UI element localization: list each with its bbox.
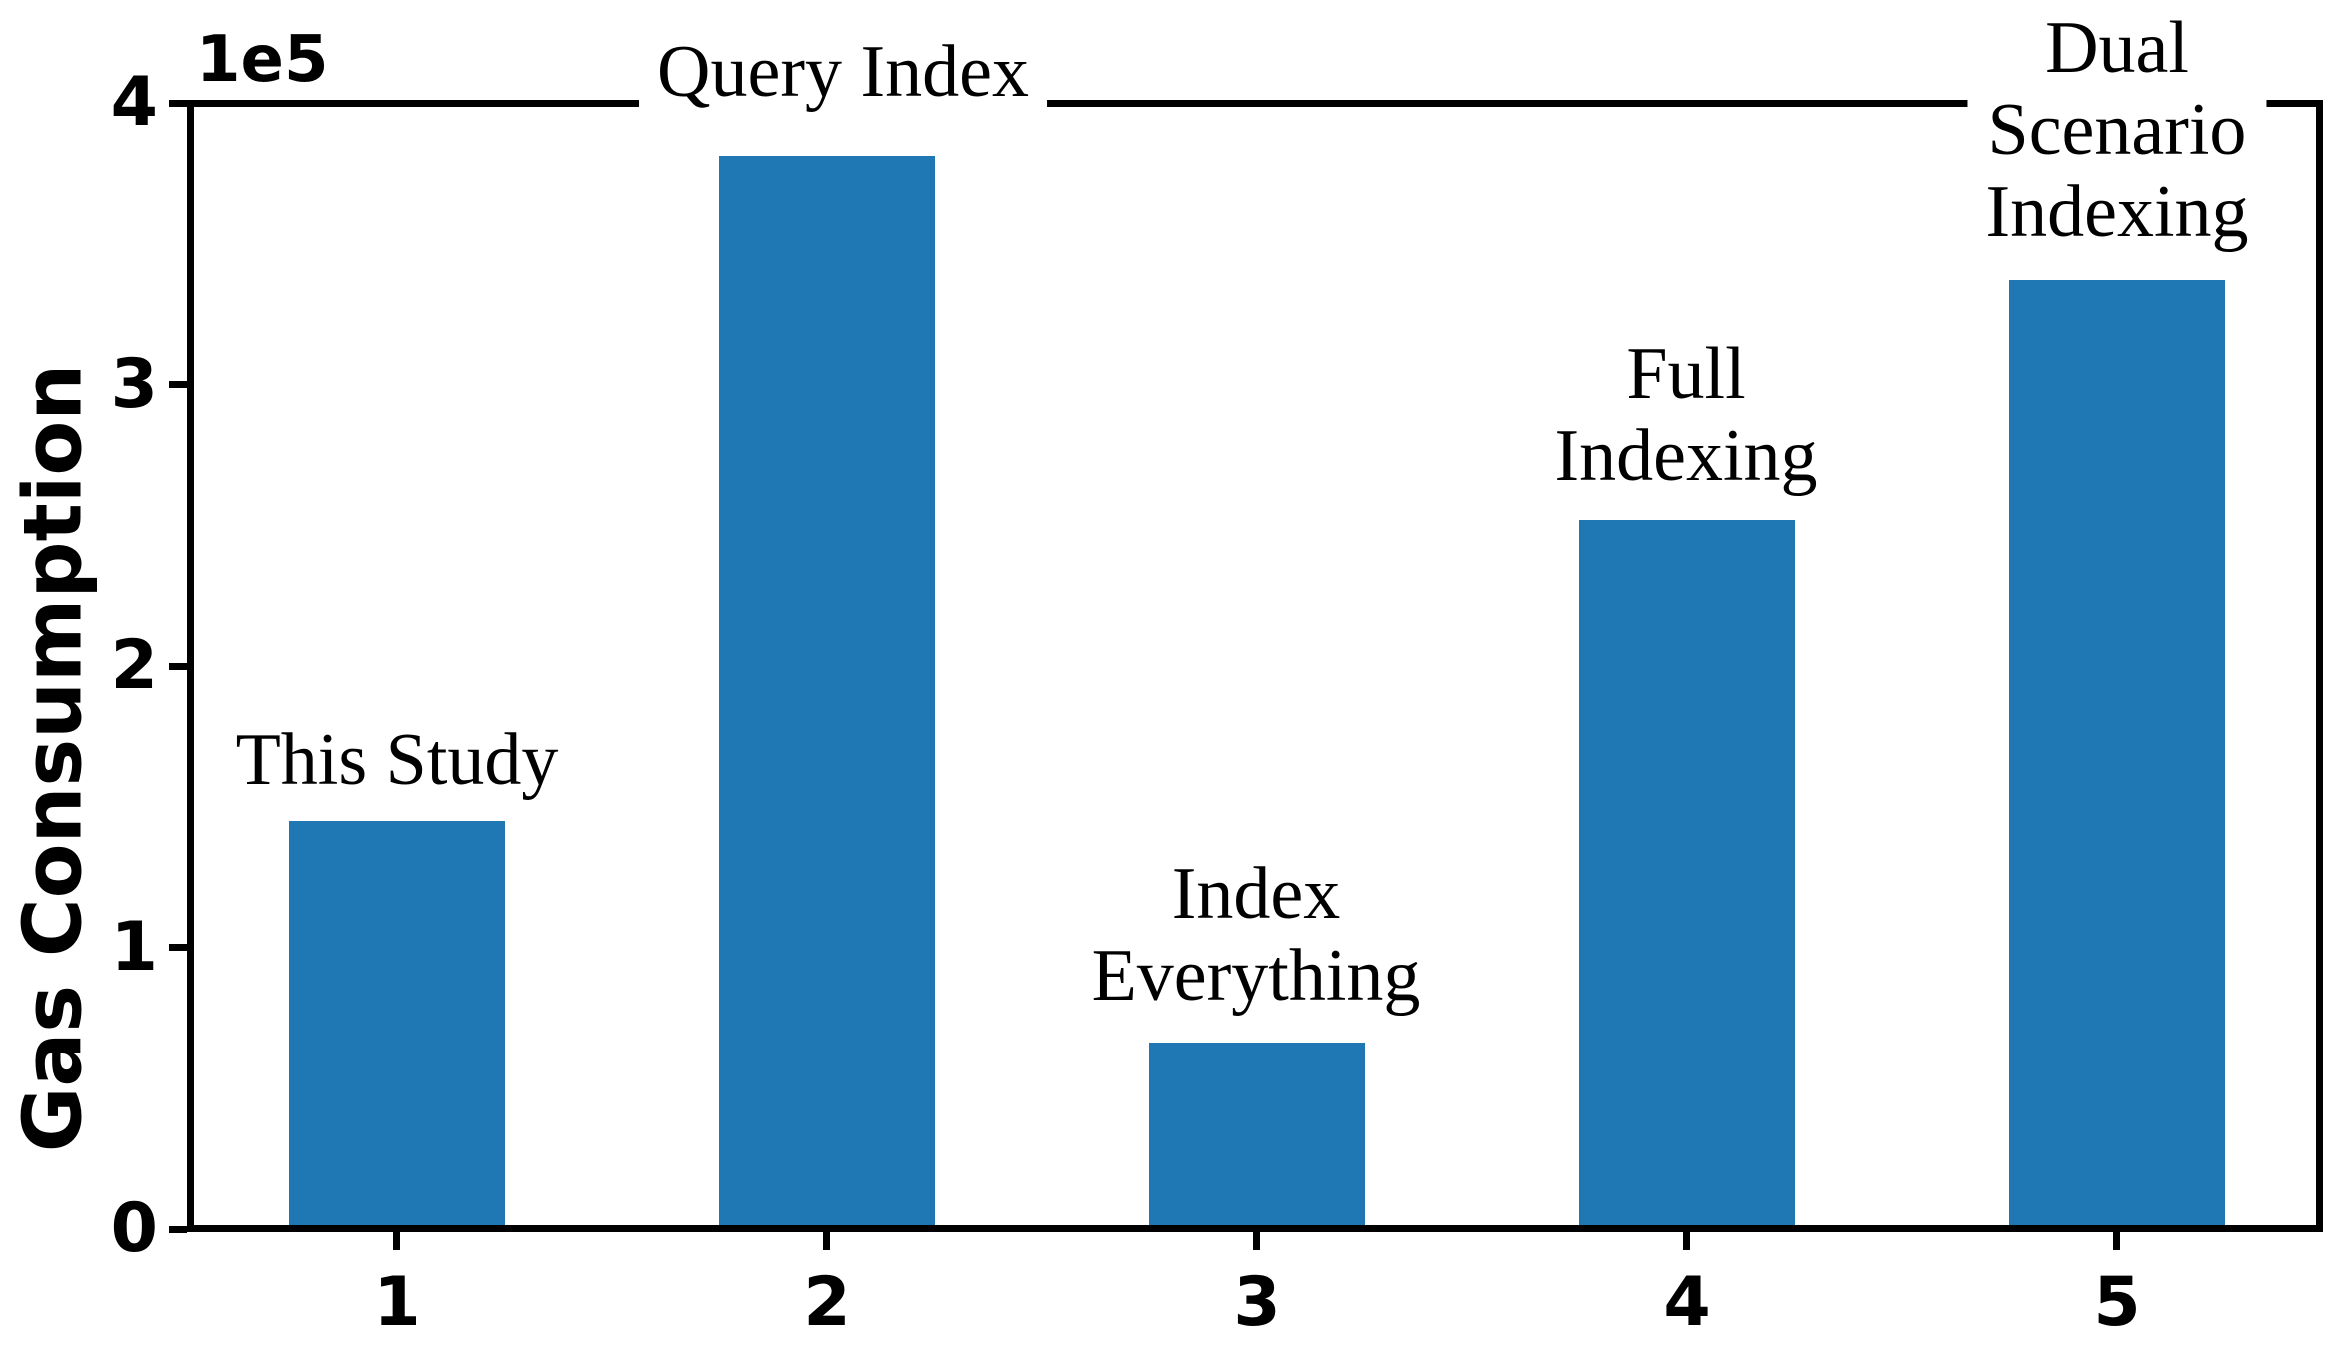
bar-full-indexing <box>1579 519 1795 1229</box>
y-tick-mark <box>169 663 187 670</box>
y-tick-label: 1 <box>110 908 158 987</box>
y-tick-mark <box>169 381 187 388</box>
annotation-query-index: Query Index <box>639 31 1047 113</box>
x-tick-mark <box>2113 1232 2120 1250</box>
annotation-dual-scenario-indexing: Dual Scenario Indexing <box>1967 7 2267 253</box>
y-tick-label: 2 <box>110 626 158 705</box>
annotation-this-study: This Study <box>217 719 577 801</box>
x-tick-label: 2 <box>803 1263 851 1342</box>
bar-this-study <box>289 820 505 1229</box>
x-tick-mark <box>1253 1232 1260 1250</box>
x-tick-label: 5 <box>2093 1263 2141 1342</box>
bar-dual-scenario-indexing <box>2009 280 2225 1229</box>
x-tick-label: 1 <box>373 1263 421 1342</box>
bar-index-everything <box>1149 1043 1365 1229</box>
y-tick-label: 3 <box>110 345 158 424</box>
y-tick-label: 4 <box>110 63 158 142</box>
y-tick-mark <box>169 1226 187 1233</box>
x-tick-label: 4 <box>1663 1263 1711 1342</box>
annotation-index-everything: Index Everything <box>1073 853 1439 1017</box>
x-tick-mark <box>1683 1232 1690 1250</box>
y-tick-mark <box>169 944 187 951</box>
y-axis-offset-text: 1e5 <box>196 23 329 97</box>
x-tick-mark <box>393 1232 400 1250</box>
y-tick-label: 0 <box>110 1189 158 1268</box>
y-axis-label: Gas Consumption <box>6 363 100 1153</box>
y-tick-mark <box>169 100 187 107</box>
annotation-full-indexing: Full Indexing <box>1536 333 1836 497</box>
x-tick-mark <box>823 1232 830 1250</box>
x-tick-label: 3 <box>1233 1263 1281 1342</box>
bar-query-index <box>719 156 935 1229</box>
